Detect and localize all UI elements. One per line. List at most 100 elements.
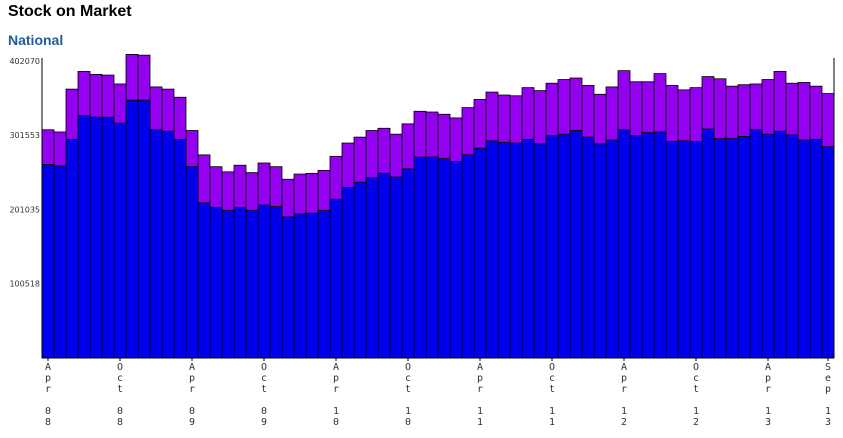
bar-series1-12: [185, 166, 199, 359]
bar-series2-25: [341, 142, 355, 188]
bar-series2-63: [797, 82, 811, 141]
bar-series2-8: [137, 54, 151, 101]
bar-series2-28: [377, 127, 391, 174]
bar-series2-53: [677, 89, 691, 142]
bar-series2-42: [545, 82, 559, 137]
bar-series2-39: [509, 95, 523, 144]
bar-series1-23: [317, 209, 331, 359]
bar-series2-43: [557, 79, 571, 135]
bar-series2-7: [125, 54, 139, 101]
y-tick-label-0: 100518: [9, 280, 40, 289]
bar-series2-50: [641, 81, 655, 134]
bar-series2-62: [785, 82, 799, 136]
bar-series1-58: [737, 135, 751, 359]
bar-series2-38: [497, 94, 511, 143]
bar-series1-19: [269, 206, 283, 359]
bar-series1-29: [389, 176, 403, 359]
bar-series1-2: [65, 138, 79, 359]
bar-series1-54: [689, 141, 703, 359]
bar-series1-37: [485, 140, 499, 359]
bar-series2-58: [737, 84, 751, 137]
bar-series1-18: [257, 204, 271, 359]
y-tick-label-3: 402070: [9, 57, 40, 66]
bar-series2-23: [317, 169, 331, 211]
bar-series1-14: [209, 206, 223, 359]
bar-series1-48: [617, 129, 631, 359]
bar-series1-38: [497, 141, 511, 359]
bar-series1-35: [461, 154, 475, 359]
bar-series1-32: [425, 156, 439, 359]
bar-series2-55: [701, 76, 715, 130]
bar-series1-8: [137, 99, 151, 359]
bar-series1-17: [245, 209, 259, 359]
bar-series2-13: [197, 154, 211, 204]
bar-series2-33: [437, 113, 451, 159]
bar-series2-20: [281, 178, 295, 218]
bar-series2-1: [53, 131, 67, 167]
bar-series2-12: [185, 130, 199, 168]
bar-series1-3: [77, 115, 91, 359]
bar-series2-5: [101, 74, 115, 118]
bar-series2-47: [605, 86, 619, 141]
bar-series1-1: [53, 165, 67, 359]
bar-series2-45: [581, 85, 595, 138]
bar-series1-44: [569, 130, 583, 359]
bar-series2-24: [329, 155, 343, 200]
bar-series2-59: [749, 83, 763, 131]
bar-series1-51: [653, 131, 667, 359]
bar-series2-56: [713, 78, 727, 140]
bar-series2-26: [353, 136, 367, 183]
bar-series2-14: [209, 166, 223, 208]
bar-series2-29: [389, 133, 403, 178]
bar-series1-13: [197, 202, 211, 359]
bar-series2-44: [569, 77, 583, 131]
bar-series2-48: [617, 70, 631, 131]
chart-subtitle: National: [8, 32, 64, 48]
bar-series1-9: [149, 129, 163, 359]
bar-series2-11: [173, 96, 187, 140]
bar-series1-59: [749, 129, 763, 359]
bar-series2-34: [449, 117, 463, 162]
bar-series1-42: [545, 135, 559, 359]
bar-series2-64: [809, 85, 823, 140]
bar-series2-65: [821, 93, 835, 148]
page-title: Stock on Market: [8, 3, 132, 20]
bar-series1-62: [785, 134, 799, 359]
bar-series1-21: [293, 213, 307, 359]
bar-series1-15: [221, 209, 235, 359]
bar-series2-31: [413, 110, 427, 158]
bar-series1-27: [365, 177, 379, 359]
bar-series1-65: [821, 146, 835, 359]
bar-series2-17: [245, 172, 259, 211]
bar-series1-61: [773, 130, 787, 359]
y-tick-label-1: 201035: [9, 206, 40, 215]
bar-series2-60: [761, 79, 775, 135]
bar-series1-63: [797, 139, 811, 359]
bar-series2-15: [221, 171, 235, 211]
bar-series1-55: [701, 128, 715, 359]
bar-series2-51: [653, 73, 667, 133]
bar-series1-16: [233, 206, 247, 359]
bar-series2-22: [305, 172, 319, 214]
bar-series1-50: [641, 132, 655, 359]
bar-series2-2: [65, 88, 79, 140]
bar-series2-4: [89, 73, 103, 118]
bar-series2-18: [257, 162, 271, 206]
bar-series1-43: [557, 133, 571, 359]
bar-series1-10: [161, 130, 175, 359]
bar-series2-35: [461, 107, 475, 156]
bar-series1-45: [581, 136, 595, 359]
bar-series2-32: [425, 111, 439, 158]
bar-series1-0: [41, 164, 55, 359]
bar-series1-41: [533, 143, 547, 359]
bar-series2-19: [269, 166, 283, 207]
bar-series2-16: [233, 164, 247, 208]
